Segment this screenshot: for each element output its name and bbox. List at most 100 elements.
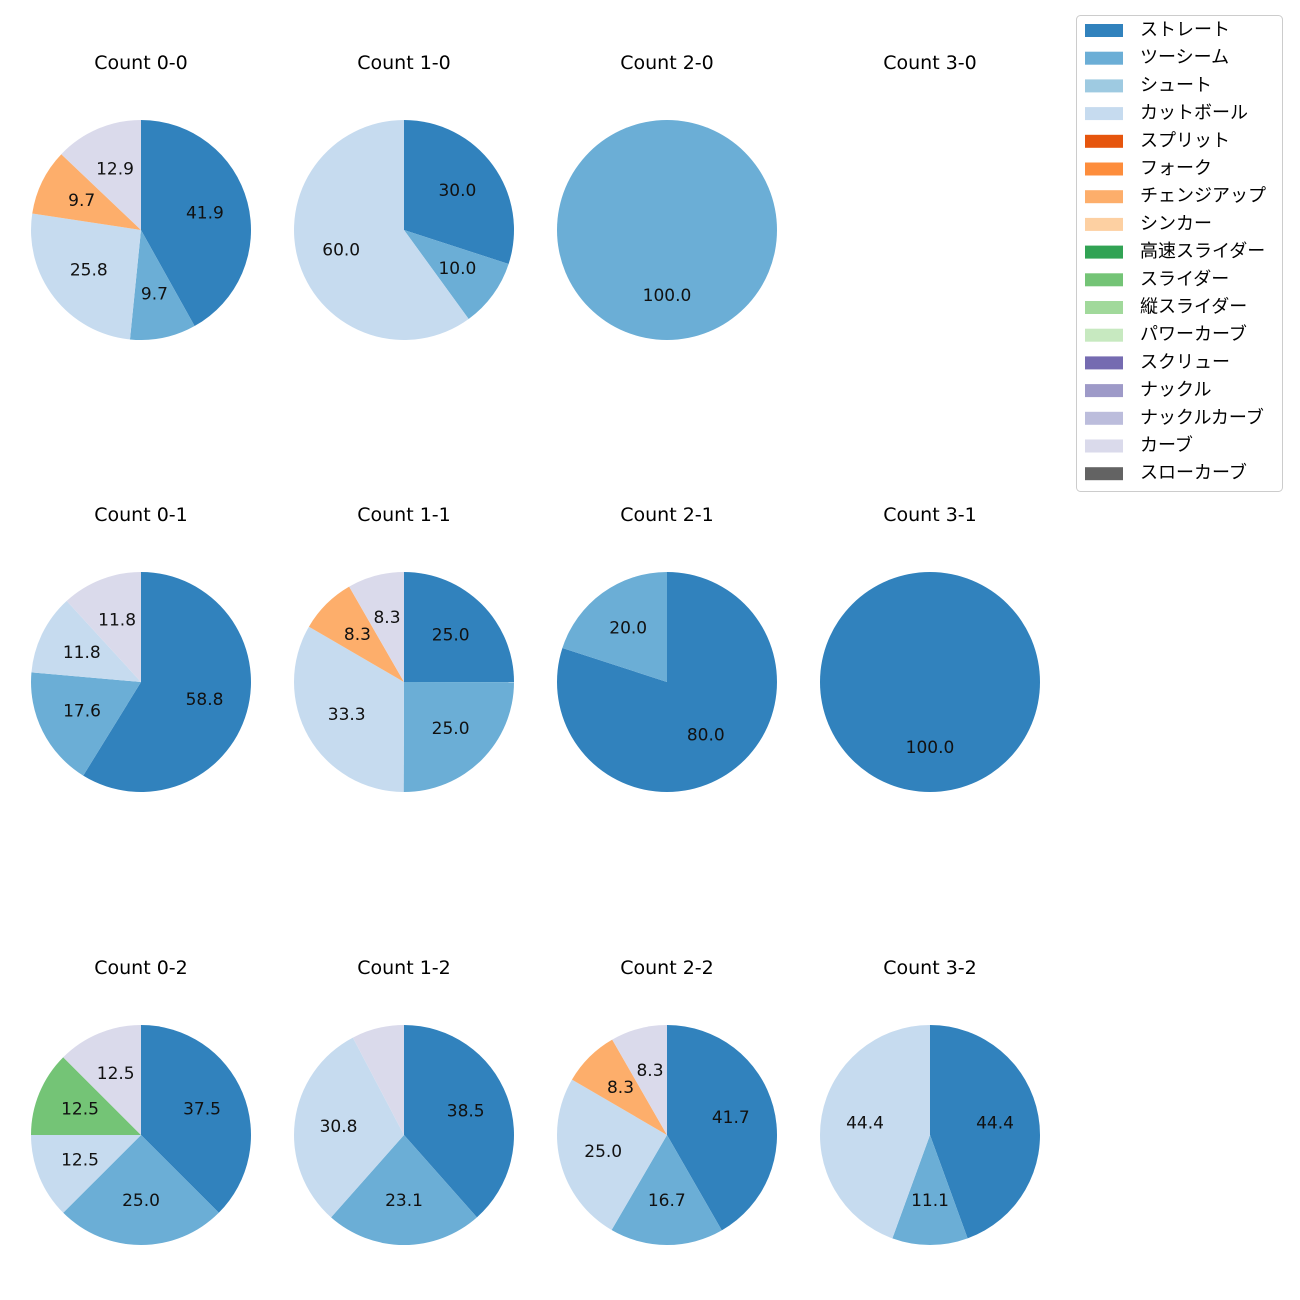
pie-slice [612,1025,667,1135]
pie-slice [308,586,404,682]
pie-count-2-1: Count 2-1 80.0 20.0 [556,504,777,792]
slice-value-label: 30.8 [320,1117,358,1137]
legend-swatch [1085,245,1123,259]
legend-swatch [1085,79,1123,93]
legend-label: ストレート [1140,20,1230,41]
pie-slice [129,230,195,340]
pie-slice [31,1057,141,1135]
legend-item: スクリュー [1085,352,1230,373]
pie-slice [667,1025,778,1231]
pie-slice [557,120,777,340]
slice-value-label: 60.0 [322,240,360,260]
pie-slice [31,600,141,682]
slice-value-label: 16.7 [648,1191,686,1211]
slice-value-label: 10.0 [438,259,476,279]
pie-slice [819,1025,930,1239]
pie-slice [83,572,251,792]
pie-slice [571,1039,667,1135]
legend-swatch [1085,162,1123,176]
legend-label: スローカーブ [1140,462,1247,484]
pie-slice [352,1025,404,1135]
pie-title: Count 0-1 [94,504,188,526]
slice-value-label: 12.5 [97,1064,135,1084]
slice-value-label: 100.0 [643,286,692,306]
slice-value-label: 33.3 [328,705,366,725]
legend-label: シンカー [1140,213,1212,234]
slice-value-label: 8.3 [344,625,371,645]
pie-title: Count 1-2 [357,957,451,979]
slice-value-label: 11.8 [63,643,101,663]
pie-slice [66,572,141,682]
pie-slice [294,120,469,340]
pie-slice [557,1079,667,1231]
slice-value-label: 8.3 [373,608,400,628]
legend-item: ナックル [1085,380,1211,401]
pie-slice [293,626,404,792]
pie-slice [331,1135,477,1246]
legend-label: スプリット [1140,130,1230,151]
legend-label: スクリュー [1140,352,1230,373]
pie-title: Count 3-0 [883,52,977,74]
legend-item: カットボール [1085,103,1248,124]
legend-swatch [1085,190,1123,204]
legend-label: ナックル [1140,380,1211,401]
legend-item: ツーシーム [1085,47,1229,68]
legend-item: スプリット [1085,130,1230,151]
slice-value-label: 100.0 [906,738,955,758]
legend-item: スローカーブ [1085,462,1247,484]
legend-label: スライダー [1140,269,1229,290]
legend-label: 高速スライダー [1140,241,1265,262]
pie-count-1-1: Count 1-1 25.0 25.0 33.3 8.38.3 [293,504,515,793]
legend-swatch [1085,24,1123,37]
pie-slice [61,120,141,230]
legend-swatch [1085,301,1123,314]
pie-count-3-0: Count 3-0 [883,52,977,74]
slice-value-label: 8.3 [636,1061,663,1081]
slice-value-label: 38.5 [447,1102,485,1122]
legend-swatch [1085,51,1123,65]
slice-value-label: 25.0 [122,1191,160,1211]
legend-swatch [1085,356,1123,370]
pie-count-1-0: Count 1-0 30.0 10.0 60.0 [294,52,515,340]
legend-item: 縦スライダー [1085,297,1247,318]
pie-title: Count 2-0 [620,52,714,74]
legend-item: フォーク [1085,158,1212,179]
legend-swatch [1085,467,1123,481]
pie-slice [404,120,515,264]
legend-item: シュート [1085,75,1212,96]
pie-slice [562,572,667,682]
pie-slice [404,230,509,319]
pie-slice [293,1037,404,1218]
pie-title: Count 2-2 [620,957,714,979]
pie-count-3-1: Count 3-1 100.0 [820,504,1040,792]
legend-item: ストレート [1085,20,1230,41]
slice-value-label: 25.8 [70,261,108,281]
legend-swatch [1085,107,1123,121]
slice-value-label: 9.7 [141,285,168,305]
pie-slice [31,213,142,340]
slice-value-label: 12.5 [61,1100,99,1120]
pie-title: Count 2-1 [620,504,714,526]
slice-value-label: 11.1 [911,1191,949,1211]
slice-value-label: 80.0 [687,725,725,745]
legend-swatch [1085,384,1123,398]
pie-slice [31,1135,141,1213]
legend-label: 縦スライダー [1140,297,1247,318]
slice-value-label: 25.0 [432,625,470,645]
legend-swatch [1085,328,1123,342]
legend-frame [1076,15,1283,492]
legend-item: シンカー [1085,213,1212,234]
pie-count-0-0: Count 0-041.99.725.89.712.9 [31,52,252,340]
slice-value-label: 17.6 [63,702,101,722]
slice-value-label: 44.4 [846,1114,884,1134]
pie-slice [32,154,141,230]
pie-slice [63,1025,141,1135]
legend-item: チェンジアップ [1085,186,1266,207]
pie-title: Count 0-2 [94,957,188,979]
slice-value-label: 41.7 [712,1108,750,1128]
legend-swatch [1085,134,1123,148]
pie-count-0-1: Count 0-1 58.8 17.6 11.8 11.8 [31,504,251,792]
legend-swatch [1085,273,1123,287]
slice-value-label: 44.4 [976,1114,1014,1134]
legend-item: パワーカーブ [1085,323,1247,345]
